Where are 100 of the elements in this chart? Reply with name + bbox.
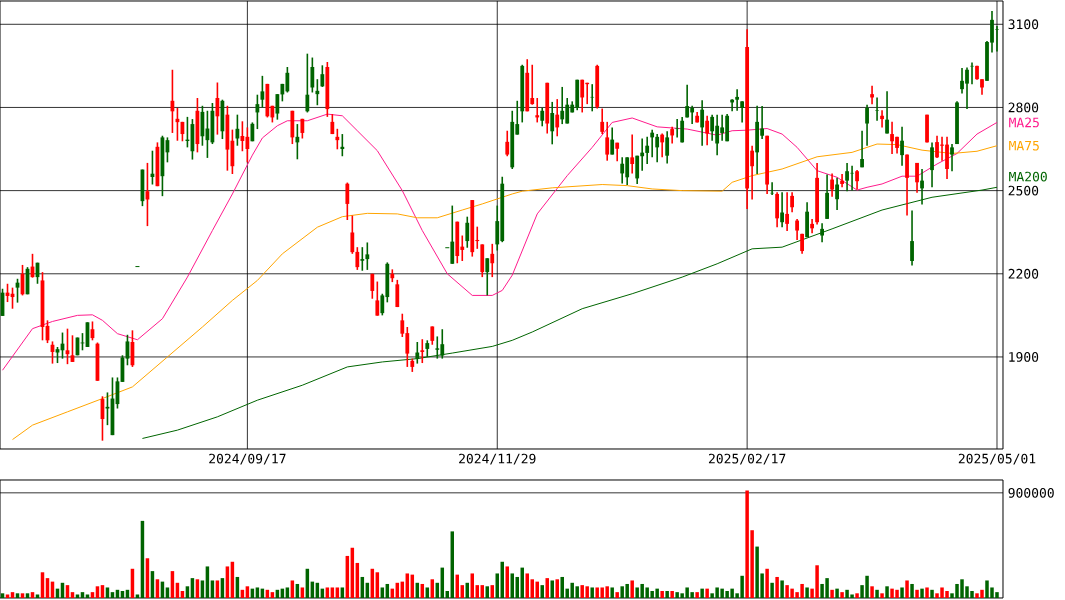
y-tick-label: 2500: [1008, 185, 1039, 196]
y-tick-label: 2200: [1008, 268, 1039, 279]
bar: [30, 592, 35, 598]
candlestick: [790, 191, 794, 214]
candlestick: [320, 64, 325, 88]
bar: [660, 590, 664, 598]
candlestick: [430, 325, 435, 346]
bar: [35, 594, 40, 598]
candlestick: [635, 154, 640, 185]
bar: [70, 592, 75, 598]
candlestick: [540, 107, 545, 128]
candlestick: [820, 222, 824, 243]
bar: [780, 580, 784, 598]
candlestick: [860, 129, 864, 169]
candlestick: [780, 191, 785, 229]
candlestick: [255, 93, 260, 130]
bar: [840, 592, 844, 598]
candlestick: [705, 114, 710, 146]
bar: [75, 594, 80, 598]
candlestick: [420, 338, 425, 364]
bar: [545, 578, 549, 598]
candlestick: [870, 85, 874, 105]
bar: [550, 580, 554, 598]
bar: [540, 585, 544, 598]
candlestick: [700, 99, 705, 147]
bar: [900, 587, 904, 598]
candlestick: [865, 103, 869, 147]
candlestick: [310, 56, 315, 94]
candlestick: [305, 52, 310, 114]
bar: [670, 590, 674, 598]
bar: [705, 588, 709, 598]
bar: [875, 589, 879, 598]
candlestick: [655, 133, 660, 164]
bar: [85, 594, 90, 598]
y-tick-label: 3100: [1008, 19, 1039, 30]
candlestick: [580, 78, 585, 114]
bar: [805, 587, 809, 598]
candlestick: [740, 100, 745, 124]
candlestick: [490, 243, 495, 278]
bar: [610, 587, 614, 598]
bar: [920, 588, 924, 598]
bar: [700, 588, 704, 598]
bar: [90, 592, 95, 598]
x-tick-label: 2024/09/17: [209, 453, 286, 465]
candlestick: [240, 120, 245, 153]
candlestick: [505, 129, 510, 158]
candlestick: [395, 279, 400, 308]
candlestick: [415, 341, 420, 365]
bar: [25, 593, 30, 598]
candlestick: [275, 93, 280, 121]
candlestick: [105, 391, 110, 426]
y-tick-label: 2800: [1008, 102, 1039, 113]
line-series: [2, 113, 998, 371]
bar: [880, 593, 884, 598]
candlestick: [465, 215, 470, 249]
candlestick: [235, 113, 240, 147]
bar: [770, 582, 774, 598]
candlestick: [835, 177, 839, 211]
candlestick: [660, 132, 665, 159]
candlestick: [535, 97, 540, 124]
x-tick-label: 2024/11/29: [459, 453, 536, 465]
candlestick: [915, 162, 919, 194]
candlestick: [600, 107, 605, 135]
candlestick: [950, 143, 954, 173]
bar: [590, 587, 594, 598]
candlestick: [885, 90, 889, 135]
candlestick: [605, 121, 610, 162]
bar: [765, 568, 769, 598]
candlestick: [260, 75, 265, 109]
bar: [630, 580, 634, 598]
bar: [0, 593, 5, 598]
x-tick-label: 2025/05/01: [958, 453, 1036, 465]
candlestick: [645, 136, 650, 165]
candlestick: [680, 116, 685, 144]
bar: [910, 583, 914, 598]
candlestick: [555, 98, 560, 138]
bar: [870, 586, 874, 598]
bar: [930, 589, 934, 598]
candlestick: [630, 133, 635, 175]
bar: [775, 576, 779, 598]
bar: [905, 580, 909, 598]
candlestick: [830, 172, 834, 198]
bar: [695, 592, 699, 598]
candlestick: [735, 88, 740, 112]
candlestick: [905, 153, 909, 217]
bar: [925, 587, 929, 598]
candlestick: [685, 83, 690, 119]
candlestick: [710, 113, 715, 142]
candlestick: [375, 280, 380, 317]
candlestick: [845, 162, 849, 192]
bar: [80, 592, 85, 598]
bar: [10, 592, 15, 598]
bar: [885, 586, 889, 598]
series-label: MA75: [1009, 140, 1039, 151]
y-tick-label: 900000: [1008, 487, 1054, 498]
candlestick: [795, 218, 799, 241]
candlestick: [215, 81, 220, 136]
bar: [110, 592, 115, 598]
candlestick: [365, 241, 370, 271]
candlestick: [370, 272, 375, 300]
